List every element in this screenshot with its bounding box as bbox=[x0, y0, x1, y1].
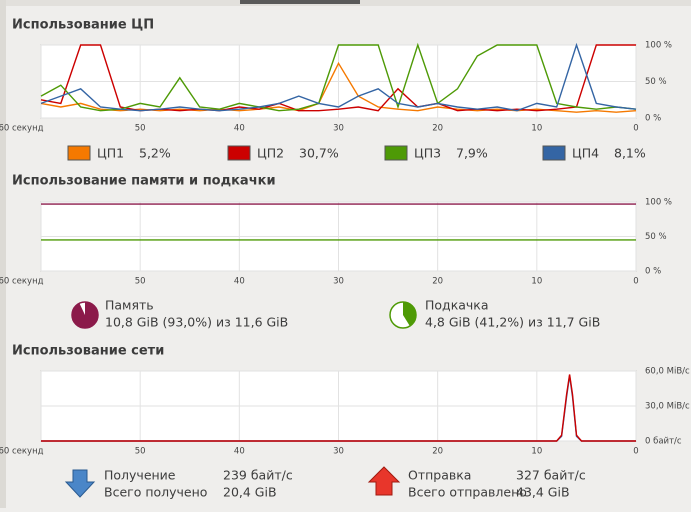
x-tick-label: 10 bbox=[531, 277, 542, 287]
x-tick-label: 30 bbox=[333, 277, 344, 287]
section-title: Использование сети bbox=[12, 344, 164, 359]
legend-total: 20,4 GiB bbox=[223, 485, 277, 500]
legend-value: 7,9% bbox=[456, 146, 488, 161]
y-tick-label: 60,0 MiB/с bbox=[645, 367, 690, 377]
legend-swatch[interactable] bbox=[542, 145, 566, 161]
legend-name: Память bbox=[105, 298, 154, 313]
legend-value: 8,1% bbox=[614, 146, 646, 161]
y-tick-label: 30,0 MiB/с bbox=[645, 402, 690, 412]
legend-value: 5,2% bbox=[139, 146, 171, 161]
legend-rate: 327 байт/с bbox=[516, 468, 586, 483]
legend-name: Отправка bbox=[408, 468, 471, 483]
legend-swatch[interactable] bbox=[227, 145, 251, 161]
legend-rate: 239 байт/с bbox=[223, 468, 293, 483]
x-tick-label: 10 bbox=[531, 447, 542, 457]
y-tick-label: 0 % bbox=[645, 114, 661, 124]
y-tick-label: 0 % bbox=[645, 267, 661, 277]
legend-name: ЦП4 bbox=[572, 146, 599, 161]
legend-name: ЦП1 bbox=[97, 146, 124, 161]
legend-swatch[interactable] bbox=[67, 145, 91, 161]
y-tick-label: 50 % bbox=[645, 77, 667, 87]
pie-slice bbox=[72, 302, 99, 329]
x-tick-label: 0 bbox=[633, 277, 638, 287]
legend-total-label: Всего отправлено bbox=[408, 485, 527, 500]
x-tick-label: 30 bbox=[333, 124, 344, 134]
x-tick-label: 50 bbox=[135, 124, 146, 134]
section-title: Использование ЦП bbox=[12, 18, 154, 33]
upload-icon bbox=[367, 466, 401, 496]
y-tick-label: 0 байт/с bbox=[645, 437, 682, 447]
x-tick-label: 50 bbox=[135, 277, 146, 287]
legend-name: ЦП2 bbox=[257, 146, 284, 161]
window-edge bbox=[0, 0, 6, 508]
y-tick-label: 100 % bbox=[645, 198, 672, 208]
x-tick-label: 0 bbox=[633, 124, 638, 134]
legend-name: Получение bbox=[104, 468, 176, 483]
y-tick-label: 50 % bbox=[645, 232, 667, 242]
y-tick-label: 100 % bbox=[645, 41, 672, 51]
x-tick-label: 10 bbox=[531, 124, 542, 134]
x-tick-label: 60 секунд bbox=[0, 277, 44, 287]
x-tick-label: 40 bbox=[234, 277, 245, 287]
legend-total-label: Всего получено bbox=[104, 485, 207, 500]
legend-name: Подкачка bbox=[425, 298, 489, 313]
x-tick-label: 60 секунд bbox=[0, 124, 44, 134]
x-tick-label: 30 bbox=[333, 447, 344, 457]
legend-total: 43,4 GiB bbox=[516, 485, 570, 500]
active-tab[interactable] bbox=[240, 0, 360, 4]
legend-value: 30,7% bbox=[299, 146, 339, 161]
x-tick-label: 60 секунд bbox=[0, 447, 44, 457]
x-tick-label: 20 bbox=[432, 277, 443, 287]
x-tick-label: 40 bbox=[234, 447, 245, 457]
series-line bbox=[41, 374, 636, 442]
series-line bbox=[40, 61, 637, 113]
series-line bbox=[40, 42, 637, 112]
legend-name: ЦП3 bbox=[414, 146, 441, 161]
download-icon bbox=[64, 469, 96, 498]
section-title: Использование памяти и подкачки bbox=[12, 174, 276, 189]
x-tick-label: 20 bbox=[432, 447, 443, 457]
x-tick-label: 0 bbox=[633, 447, 638, 457]
legend-detail: 10,8 GiB (93,0%) из 11,6 GiB bbox=[105, 315, 288, 330]
pie-slice bbox=[403, 302, 416, 327]
x-tick-label: 20 bbox=[432, 124, 443, 134]
series-line bbox=[40, 42, 637, 112]
x-tick-label: 40 bbox=[234, 124, 245, 134]
legend-swatch[interactable] bbox=[384, 145, 408, 161]
x-tick-label: 50 bbox=[135, 447, 146, 457]
legend-detail: 4,8 GiB (41,2%) из 11,7 GiB bbox=[425, 315, 600, 330]
